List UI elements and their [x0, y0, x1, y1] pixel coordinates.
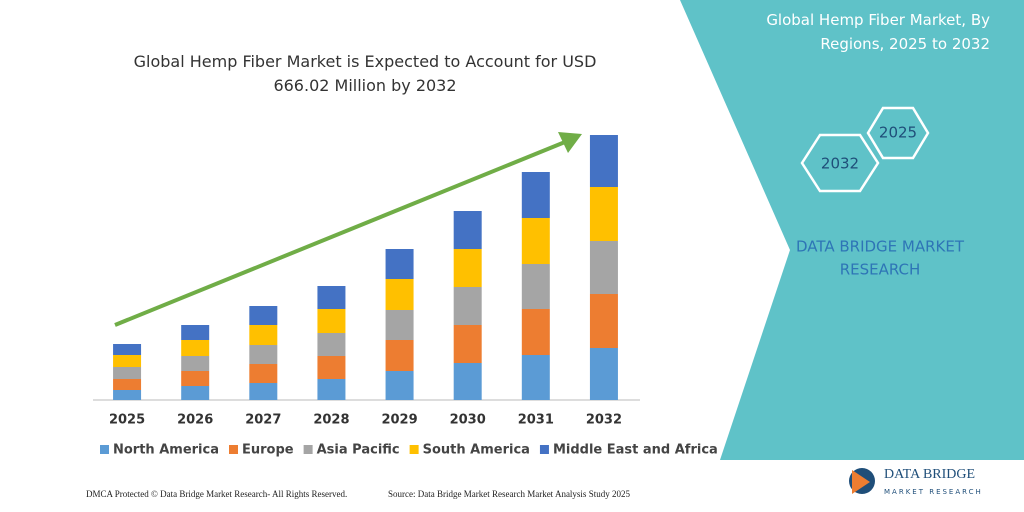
bar-segment	[453, 211, 482, 249]
logo-mark	[852, 470, 870, 494]
legend-swatch	[229, 445, 238, 454]
x-tick-label: 2026	[177, 413, 213, 428]
bar-segment	[521, 309, 550, 355]
logo-name: DATA BRIDGE	[884, 467, 975, 482]
bar-segment	[113, 390, 142, 400]
footer-left: DMCA Protected © Data Bridge Market Rese…	[86, 489, 348, 499]
arrow-head	[558, 132, 582, 153]
legend-swatch	[100, 445, 109, 454]
bar-segment	[113, 355, 142, 367]
logo-tagline: MARKET RESEARCH	[884, 488, 983, 496]
bar-segment	[181, 325, 210, 340]
bar-segment	[317, 356, 346, 379]
side-panel	[680, 0, 1024, 460]
bar-segment	[385, 249, 414, 279]
legend: North America Europe Asia Pacific South Ame…	[100, 443, 718, 458]
bar-segment	[521, 218, 550, 264]
bar-segment	[249, 345, 278, 364]
legend-swatch	[303, 445, 313, 454]
bar-segment	[249, 383, 278, 400]
x-tick-label: 2029	[381, 413, 417, 428]
x-tick-label: 2032	[586, 413, 622, 428]
bar-segment	[181, 371, 210, 386]
legend-swatch	[409, 445, 419, 454]
bar-segment	[589, 135, 618, 187]
footer-right: Source: Data Bridge Market Research Mark…	[388, 489, 630, 499]
bar-segment	[521, 172, 550, 218]
trend-arrow	[114, 140, 566, 327]
legend-label: North America	[113, 443, 219, 458]
bar-segment	[249, 325, 278, 345]
bar-segment	[385, 279, 414, 310]
brand-text: DATA BRIDGE MARKET	[796, 238, 965, 256]
bar-segment	[521, 264, 550, 309]
x-tick-label: 2030	[450, 413, 486, 428]
legend-label: Europe	[242, 443, 294, 458]
bar-segment	[181, 356, 210, 371]
bar-segment	[113, 344, 142, 355]
bar-segment	[317, 333, 346, 356]
bar-segment	[181, 386, 210, 400]
bar-segment	[589, 187, 618, 241]
x-tick-label: 2028	[313, 413, 349, 428]
legend-label: Middle East and Africa	[553, 443, 718, 458]
bar-segment	[453, 363, 482, 400]
x-tick-label: 2025	[109, 413, 145, 428]
bar-segment	[453, 287, 482, 325]
bar-segment	[589, 294, 618, 348]
bar-segment	[249, 306, 278, 325]
hexagon-label: 2032	[821, 155, 859, 173]
legend-swatch	[539, 445, 549, 454]
bar-segment	[453, 249, 482, 287]
bar-segment	[113, 379, 142, 390]
bar-segment	[589, 241, 618, 294]
bar-segment	[385, 310, 414, 340]
bar-segment	[453, 325, 482, 363]
bar-segment	[181, 340, 210, 356]
bar-segment	[385, 340, 414, 371]
bar-segment	[385, 371, 414, 400]
hexagon	[866, 106, 930, 160]
hexagon	[800, 133, 880, 193]
brand-text: RESEARCH	[840, 261, 921, 279]
bar-segment	[317, 379, 346, 400]
bar-segment	[521, 355, 550, 400]
x-tick-label: 2031	[518, 413, 554, 428]
bar-segment	[589, 348, 618, 400]
bar-segment	[317, 286, 346, 309]
legend-label: Asia Pacific	[317, 443, 400, 458]
bar-segment	[113, 367, 142, 379]
bar-segment	[249, 364, 278, 383]
panel-title: Global Hemp Fiber Market, By Regions, 20…	[766, 11, 990, 53]
legend-label: South America	[423, 443, 530, 458]
chart-title: Global Hemp Fiber Market is Expected to …	[133, 52, 597, 95]
logo: DATA BRIDGE MARKET RESEARCH	[849, 467, 983, 496]
x-tick-label: 2027	[245, 413, 281, 428]
bar-segment	[317, 309, 346, 333]
hexagon-label: 2025	[879, 124, 917, 142]
bars: 2025 2026 2027 2028 2029 2030 2031 2032	[109, 135, 622, 428]
